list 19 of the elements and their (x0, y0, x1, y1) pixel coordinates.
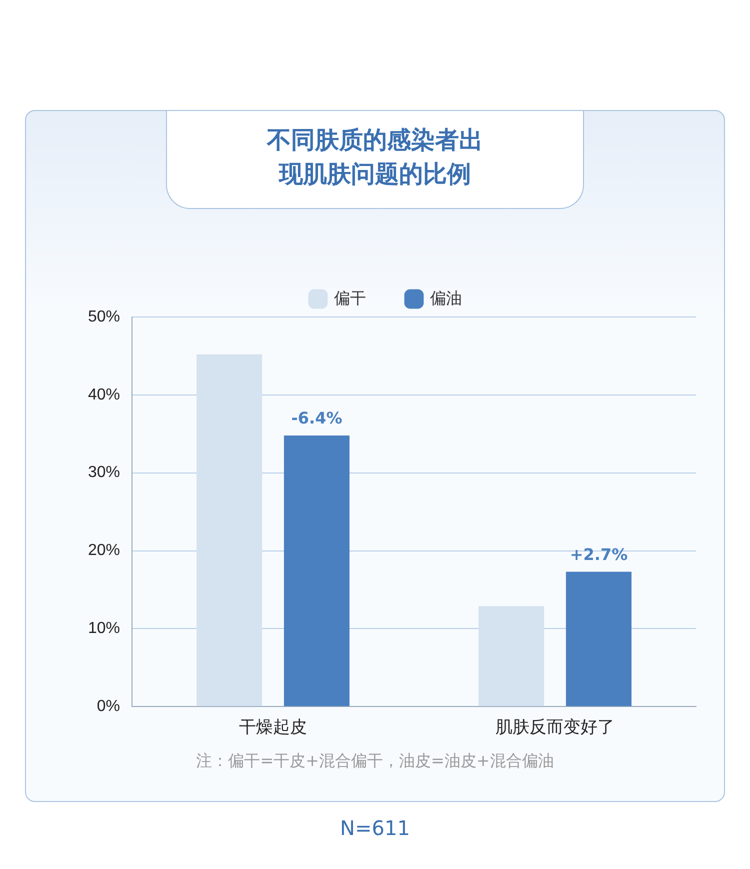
bar (196, 354, 262, 706)
y-tick-label: 40% (88, 386, 120, 404)
y-tick-label: 30% (88, 464, 120, 482)
y-tick-label: 0% (96, 698, 120, 716)
chart-title: 不同肤质的感染者出现肌肤问题的比例 (166, 111, 584, 209)
bar (478, 606, 544, 706)
text: 注：偏干=干皮+混合偏干，油皮=油皮+混合偏油 (195, 751, 555, 772)
legend-label: 偏干 (334, 289, 366, 308)
annotation: -6.4% (291, 408, 342, 428)
annotation: +2.7% (570, 544, 628, 564)
x-tick-label: 肌肤反而变好了 (496, 717, 615, 736)
y-tick-label: 20% (88, 542, 120, 560)
legend-label: 偏油 (430, 289, 462, 308)
y-tick-label: 50% (88, 308, 120, 326)
bar (566, 572, 632, 706)
bar (284, 435, 350, 706)
y-tick-label: 10% (88, 620, 120, 638)
x-tick-label: 干燥起皮 (239, 717, 308, 736)
text: N=611 (339, 816, 411, 840)
